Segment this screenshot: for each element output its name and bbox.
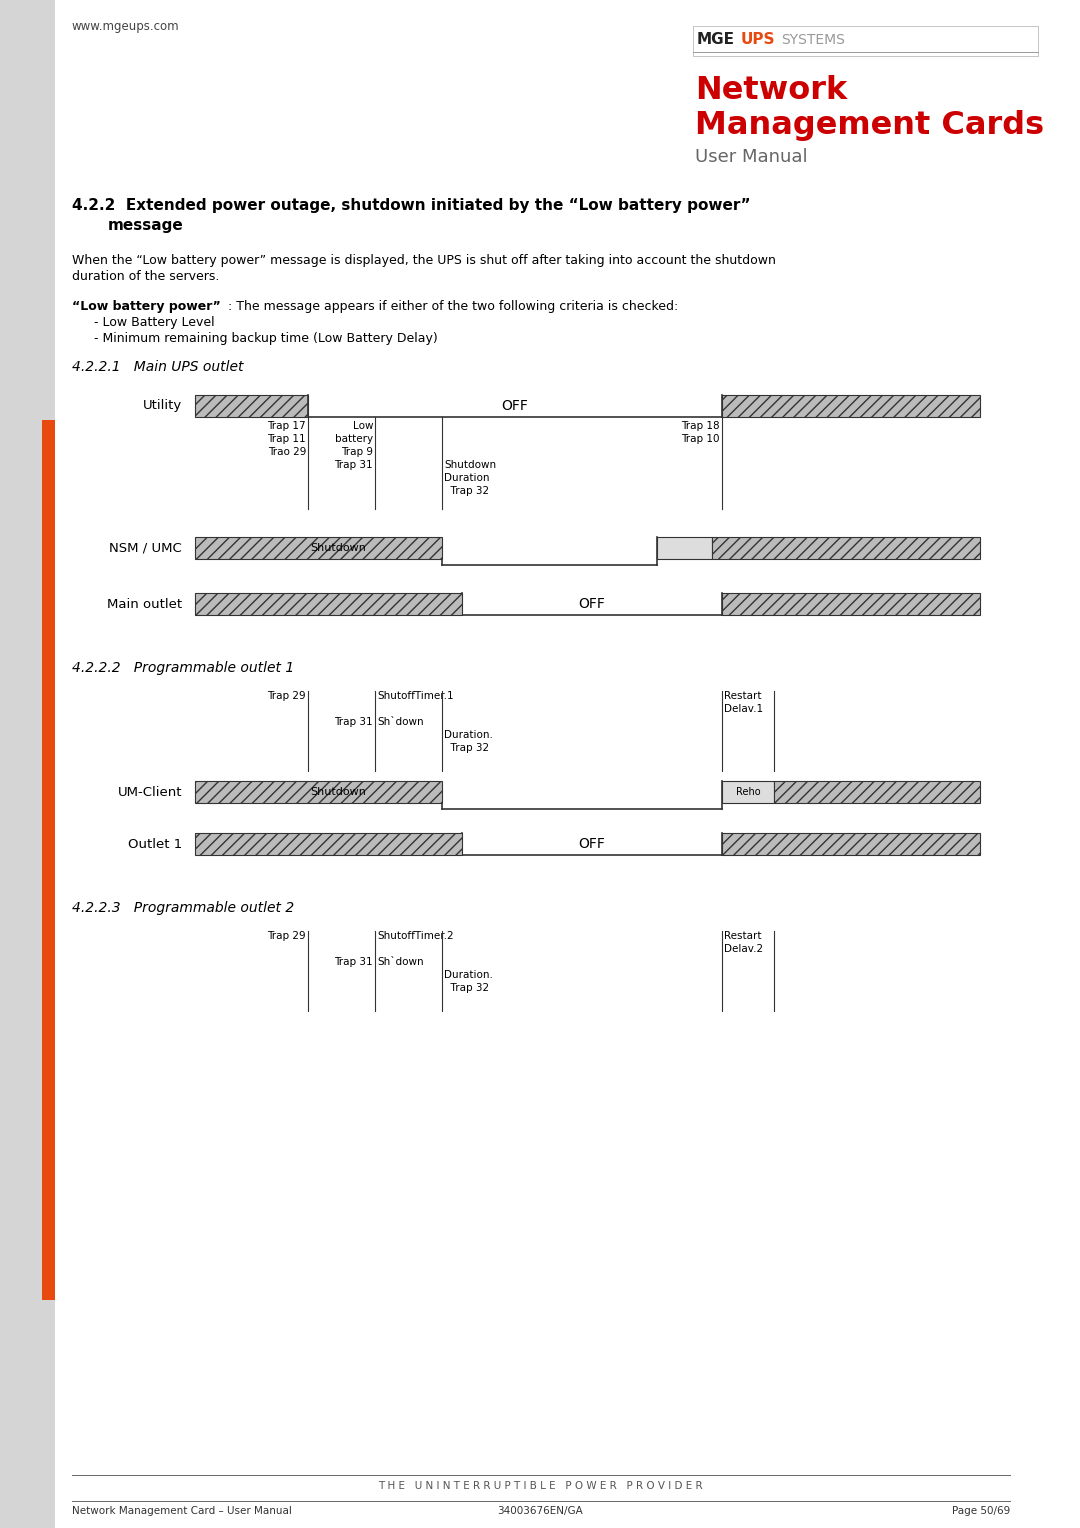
Text: Reho: Reho: [735, 787, 760, 798]
Text: UM-Client: UM-Client: [118, 785, 183, 799]
Text: Sh`down: Sh`down: [377, 957, 423, 967]
Text: Duration.: Duration.: [444, 970, 492, 979]
Text: Sh`down: Sh`down: [377, 717, 423, 727]
Text: www.mgeups.com: www.mgeups.com: [72, 20, 179, 34]
Text: Outlet 1: Outlet 1: [127, 837, 183, 851]
Text: Restart: Restart: [724, 931, 761, 941]
Text: Restart: Restart: [724, 691, 761, 701]
Text: Trap 9: Trap 9: [341, 448, 373, 457]
Bar: [0, 0, 55, 1528]
Bar: [195, 396, 308, 417]
Bar: [774, 781, 980, 804]
Text: Trap 31: Trap 31: [335, 460, 373, 471]
Text: Page 50/69: Page 50/69: [951, 1507, 1010, 1516]
Text: Shutdown: Shutdown: [444, 460, 496, 471]
Text: Trap 31: Trap 31: [335, 717, 373, 727]
Text: Low: Low: [352, 422, 373, 431]
Text: message: message: [108, 219, 184, 232]
Text: SYSTEMS: SYSTEMS: [781, 34, 845, 47]
Text: OFF: OFF: [579, 597, 606, 611]
Text: Network Management Card – User Manual: Network Management Card – User Manual: [72, 1507, 292, 1516]
Text: Management Cards: Management Cards: [696, 110, 1044, 141]
Text: Trap 32: Trap 32: [444, 983, 489, 993]
Text: battery: battery: [335, 434, 373, 445]
Text: 34003676EN/GA: 34003676EN/GA: [497, 1507, 583, 1516]
Bar: [723, 593, 980, 614]
Text: UPS: UPS: [741, 32, 775, 47]
Bar: [723, 833, 980, 856]
Bar: [195, 781, 442, 804]
Bar: [723, 396, 980, 417]
Text: Main outlet: Main outlet: [107, 597, 183, 611]
Text: MGE: MGE: [697, 32, 735, 47]
Bar: [195, 833, 462, 856]
Text: Delav.2: Delav.2: [724, 944, 764, 953]
Text: Duration.: Duration.: [444, 730, 492, 740]
Text: Trao 29: Trao 29: [268, 448, 306, 457]
Text: Trap 10: Trap 10: [681, 434, 720, 445]
Text: 4.2.2.1   Main UPS outlet: 4.2.2.1 Main UPS outlet: [72, 361, 243, 374]
Text: Delav.1: Delav.1: [724, 704, 764, 714]
Text: NSM / UMC: NSM / UMC: [109, 541, 183, 555]
Text: Shutdown: Shutdown: [311, 787, 366, 798]
Text: When the “Low battery power” message is displayed, the UPS is shut off after tak: When the “Low battery power” message is …: [72, 254, 775, 267]
Text: Trap 18: Trap 18: [681, 422, 720, 431]
Text: Trap 32: Trap 32: [444, 486, 489, 497]
Text: Trap 29: Trap 29: [268, 931, 306, 941]
Text: 4.2.2  Extended power outage, shutdown initiated by the “Low battery power”: 4.2.2 Extended power outage, shutdown in…: [72, 199, 751, 212]
Text: Duration: Duration: [444, 474, 489, 483]
Text: duration of the servers.: duration of the servers.: [72, 270, 219, 283]
Text: Trap 11: Trap 11: [268, 434, 306, 445]
Text: “Low battery power”: “Low battery power”: [72, 299, 220, 313]
Text: T H E   U N I N T E R R U P T I B L E   P O W E R   P R O V I D E R: T H E U N I N T E R R U P T I B L E P O …: [378, 1481, 702, 1491]
Text: 4.2.2.2   Programmable outlet 1: 4.2.2.2 Programmable outlet 1: [72, 662, 294, 675]
Text: Trap 32: Trap 32: [444, 743, 489, 753]
Bar: [712, 536, 980, 559]
Text: OFF: OFF: [501, 399, 528, 413]
Bar: [195, 536, 442, 559]
Text: Utility: Utility: [143, 399, 183, 413]
Text: - Low Battery Level: - Low Battery Level: [94, 316, 215, 329]
Text: User Manual: User Manual: [696, 148, 808, 167]
Text: - Minimum remaining backup time (Low Battery Delay): - Minimum remaining backup time (Low Bat…: [94, 332, 437, 345]
Bar: [42, 420, 55, 1300]
Text: Trap 29: Trap 29: [268, 691, 306, 701]
Text: OFF: OFF: [579, 837, 606, 851]
Text: ShutoffTimer.1: ShutoffTimer.1: [377, 691, 454, 701]
Bar: [693, 26, 1038, 57]
Text: Trap 31: Trap 31: [335, 957, 373, 967]
Text: Network: Network: [696, 75, 847, 105]
Text: Trap 17: Trap 17: [268, 422, 306, 431]
Text: Shutdown: Shutdown: [311, 542, 366, 553]
Bar: [723, 781, 774, 804]
Text: : The message appears if either of the two following criteria is checked:: : The message appears if either of the t…: [228, 299, 678, 313]
Bar: [657, 536, 712, 559]
Bar: [195, 593, 462, 614]
Text: 4.2.2.3   Programmable outlet 2: 4.2.2.3 Programmable outlet 2: [72, 902, 294, 915]
Text: ShutoffTimer.2: ShutoffTimer.2: [377, 931, 454, 941]
